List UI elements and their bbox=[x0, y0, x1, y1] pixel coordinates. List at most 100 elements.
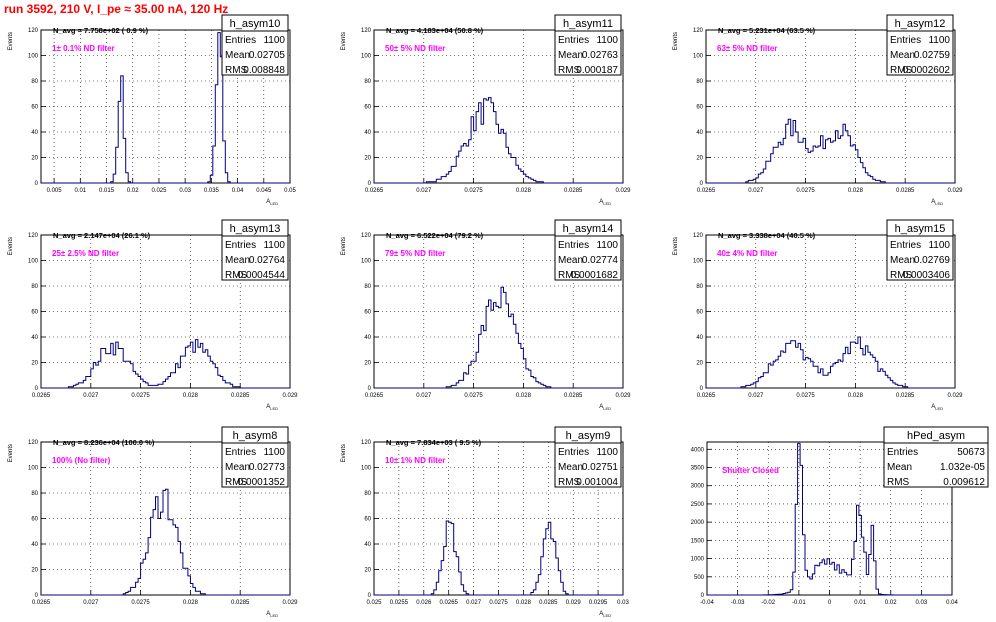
stats-label: Entries bbox=[225, 35, 256, 46]
y-axis-label: Events bbox=[8, 237, 14, 255]
y-tick-label: 0 bbox=[368, 593, 372, 599]
stats-value: 0.02774 bbox=[582, 255, 619, 266]
x-tick-label: 0.0255 bbox=[390, 600, 409, 606]
y-tick-label: 0 bbox=[35, 593, 39, 599]
x-axis-label: ALED bbox=[266, 611, 278, 618]
stats-value: 1100 bbox=[596, 240, 618, 251]
x-tick-label: 0.0285 bbox=[231, 600, 250, 606]
x-tick-label: 0.04 bbox=[232, 188, 244, 194]
stats-box bbox=[886, 14, 954, 76]
x-axis-label: ALED bbox=[266, 404, 278, 411]
navg-label: N_avg = 5.231e+04 (63.5 %) bbox=[718, 26, 816, 35]
y-tick-label: 120 bbox=[361, 233, 372, 239]
x-tick-label: 0.0265 bbox=[697, 188, 716, 194]
stats-value: 0.009612 bbox=[943, 477, 985, 488]
y-tick-label: 100 bbox=[28, 466, 39, 472]
y-tick-label: 80 bbox=[364, 491, 371, 497]
stats-label: Mean bbox=[225, 255, 250, 266]
histogram-panel-hPed_asym: -0.04 -0.03 -0.02 -0.01 0 0.01 0.02 0.03 0.04 0 50… bbox=[691, 426, 989, 606]
histogram-panel-h_asym10: 0.005 0.01 0.015 0.02 0.025 0.03 0.035 0.04 0.04… bbox=[8, 14, 296, 206]
stats-value: 0.0001682 bbox=[571, 270, 619, 281]
y-tick-label: 100 bbox=[361, 466, 372, 472]
x-tick-label: 0.027 bbox=[748, 188, 764, 194]
y-tick-label: 0 bbox=[701, 593, 705, 599]
x-tick-label: 0.01 bbox=[854, 600, 866, 606]
stats-label: RMS bbox=[558, 270, 581, 281]
histogram-line bbox=[41, 339, 290, 389]
x-tick-label: 0.0265 bbox=[365, 393, 384, 399]
x-tick-label: 0.029 bbox=[566, 600, 582, 606]
histogram-panel-h_asym13: 0.0265 0.027 0.0275 0.028 0.0285 0.029 0 20 40 60… bbox=[8, 219, 298, 411]
histogram-line bbox=[374, 286, 623, 389]
stats-value: 1100 bbox=[928, 35, 950, 46]
stats-label: RMS bbox=[890, 270, 913, 281]
stats-label: RMS bbox=[225, 65, 248, 76]
x-axis-label: ALED bbox=[931, 404, 943, 411]
stats-box bbox=[554, 426, 622, 488]
stats-label: RMS bbox=[225, 270, 248, 281]
y-tick-label: 3000 bbox=[691, 484, 705, 490]
stats-label: Entries bbox=[225, 240, 256, 251]
stats-value: 0.0002602 bbox=[903, 65, 951, 76]
stats-value: 0.02764 bbox=[249, 255, 286, 266]
y-tick-label: 0 bbox=[35, 386, 39, 392]
histogram-line bbox=[707, 443, 952, 596]
stats-value: 0.02751 bbox=[582, 462, 619, 473]
x-tick-label: 0.0265 bbox=[697, 393, 716, 399]
y-tick-label: 20 bbox=[31, 156, 38, 162]
y-tick-label: 100 bbox=[28, 259, 39, 265]
histogram-panel-h_asym11: 0.0265 0.027 0.0275 0.028 0.0285 0.029 0 20 40 60… bbox=[341, 14, 631, 206]
y-tick-label: 120 bbox=[361, 440, 372, 446]
y-tick-label: 40 bbox=[31, 130, 38, 136]
y-tick-label: 60 bbox=[364, 517, 371, 523]
y-tick-label: 2500 bbox=[691, 502, 705, 508]
stats-title: h_asym12 bbox=[895, 18, 946, 30]
histogram-line bbox=[374, 97, 623, 184]
y-tick-label: 120 bbox=[28, 28, 39, 34]
x-tick-label: 0.025 bbox=[366, 600, 382, 606]
x-tick-label: 0.027 bbox=[748, 393, 764, 399]
y-tick-label: 0 bbox=[35, 181, 39, 187]
x-tick-label: 0.029 bbox=[947, 393, 963, 399]
x-tick-label: 0.029 bbox=[947, 188, 963, 194]
y-tick-label: 40 bbox=[364, 542, 371, 548]
x-tick-label: 0.025 bbox=[151, 188, 167, 194]
stats-label: RMS bbox=[558, 65, 581, 76]
stats-label: Entries bbox=[225, 447, 256, 458]
histogram-panel-h_asym9: 0.025 0.0255 0.026 0.0265 0.027 0.0275 0.028 0.… bbox=[341, 426, 629, 618]
stats-label: Mean bbox=[890, 255, 915, 266]
x-tick-label: 0.028 bbox=[516, 188, 532, 194]
x-tick-label: 0.04 bbox=[946, 600, 958, 606]
y-tick-label: 2000 bbox=[691, 520, 705, 526]
stats-label: Mean bbox=[558, 462, 583, 473]
filter-label: 63± 5% ND filter bbox=[717, 44, 777, 53]
y-tick-label: 40 bbox=[696, 335, 703, 341]
stats-label: RMS bbox=[225, 477, 248, 488]
stats-label: Entries bbox=[890, 240, 921, 251]
x-tick-label: -0.04 bbox=[700, 600, 714, 606]
x-tick-label: 0.02 bbox=[885, 600, 897, 606]
x-tick-label: 0.028 bbox=[183, 600, 199, 606]
filter-label: 25± 2.5% ND filter bbox=[52, 249, 119, 258]
navg-label: N_avg = 6.522e+04 (79.2 %) bbox=[386, 231, 484, 240]
histogram-line bbox=[41, 488, 290, 596]
x-tick-label: 0.026 bbox=[416, 600, 432, 606]
y-tick-label: 100 bbox=[361, 54, 372, 60]
y-tick-label: 60 bbox=[31, 517, 38, 523]
y-tick-label: 120 bbox=[361, 28, 372, 34]
y-tick-label: 120 bbox=[693, 28, 704, 34]
y-tick-label: 80 bbox=[364, 284, 371, 290]
x-tick-label: 0.015 bbox=[99, 188, 115, 194]
y-tick-label: 0 bbox=[700, 181, 704, 187]
y-tick-label: 120 bbox=[693, 233, 704, 239]
y-axis-label: Events bbox=[673, 237, 679, 255]
stats-box bbox=[883, 426, 989, 488]
y-tick-label: 80 bbox=[364, 79, 371, 85]
stats-box bbox=[221, 14, 289, 76]
stats-title: h_asym11 bbox=[563, 18, 613, 30]
navg-label: N_avg = 3.338e+04 (40.5 %) bbox=[718, 231, 816, 240]
stats-value: 1100 bbox=[263, 447, 285, 458]
x-tick-label: 0.028 bbox=[516, 393, 532, 399]
stats-box bbox=[221, 219, 289, 281]
y-tick-label: 60 bbox=[696, 310, 703, 316]
